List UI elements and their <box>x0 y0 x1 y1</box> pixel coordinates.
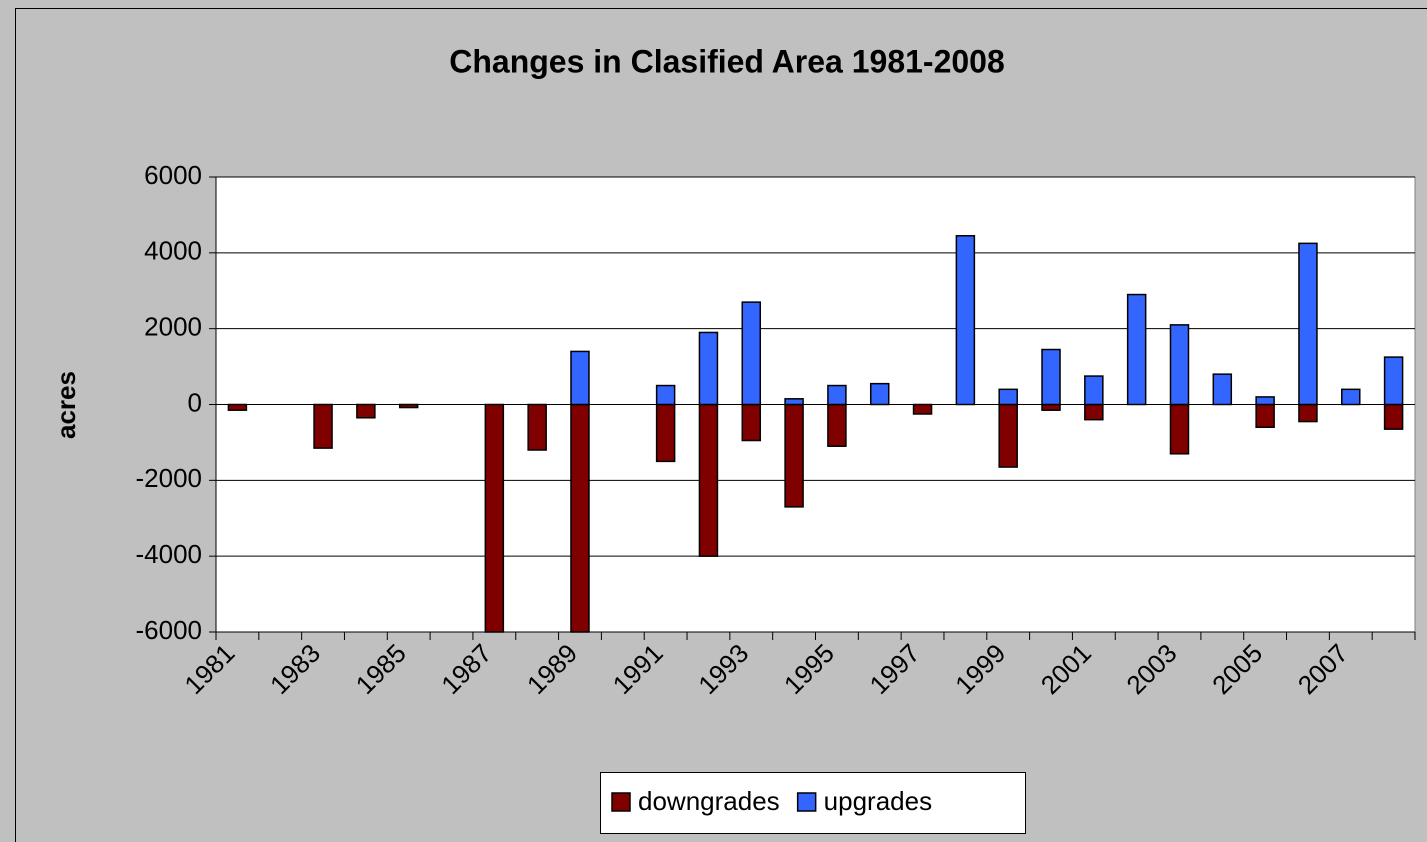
bar <box>527 403 547 451</box>
bar <box>1298 403 1318 423</box>
y-tick-label: 0 <box>188 387 202 417</box>
bar <box>741 301 762 406</box>
bar <box>1255 396 1275 406</box>
bar <box>741 403 762 442</box>
y-tick-label: 2000 <box>144 312 202 342</box>
bar <box>1084 375 1104 406</box>
bar <box>1084 403 1104 421</box>
bar <box>1383 356 1404 406</box>
legend-label: upgrades <box>824 786 932 816</box>
bar <box>827 384 847 406</box>
bar <box>1212 373 1233 406</box>
bar <box>398 403 419 409</box>
bar <box>1383 403 1404 430</box>
bar <box>1169 403 1190 455</box>
bar <box>1169 324 1190 406</box>
bar <box>356 403 376 419</box>
bar <box>784 403 804 508</box>
bar <box>1041 403 1061 411</box>
bar <box>998 388 1018 406</box>
y-tick-label: -4000 <box>136 539 203 569</box>
legend-swatch <box>796 792 817 812</box>
y-tick-label: -6000 <box>136 615 203 645</box>
bar <box>827 403 847 447</box>
bar <box>784 398 804 406</box>
bar <box>869 382 890 406</box>
bar <box>998 403 1018 468</box>
bar <box>1298 242 1318 406</box>
bar <box>1126 293 1147 406</box>
chart-title: Changes in Clasified Area 1981-2008 <box>449 43 1005 79</box>
bar <box>1041 348 1061 406</box>
y-tick-label: 4000 <box>144 236 202 266</box>
y-tick-label: 6000 <box>144 160 202 190</box>
bar <box>227 403 248 411</box>
bar <box>570 403 590 633</box>
legend-label: downgrades <box>638 786 780 816</box>
bar <box>655 403 676 463</box>
bar <box>570 350 590 406</box>
y-axis-title: acres <box>51 371 81 439</box>
bar <box>1341 388 1361 406</box>
bar <box>698 331 719 406</box>
bar <box>655 384 676 406</box>
y-tick-label: -2000 <box>136 463 203 493</box>
bar <box>313 403 333 449</box>
legend-swatch <box>611 792 631 812</box>
bar <box>912 403 933 415</box>
bar <box>698 403 719 557</box>
bar <box>1255 403 1275 428</box>
bar <box>484 403 505 633</box>
bar <box>955 235 976 406</box>
